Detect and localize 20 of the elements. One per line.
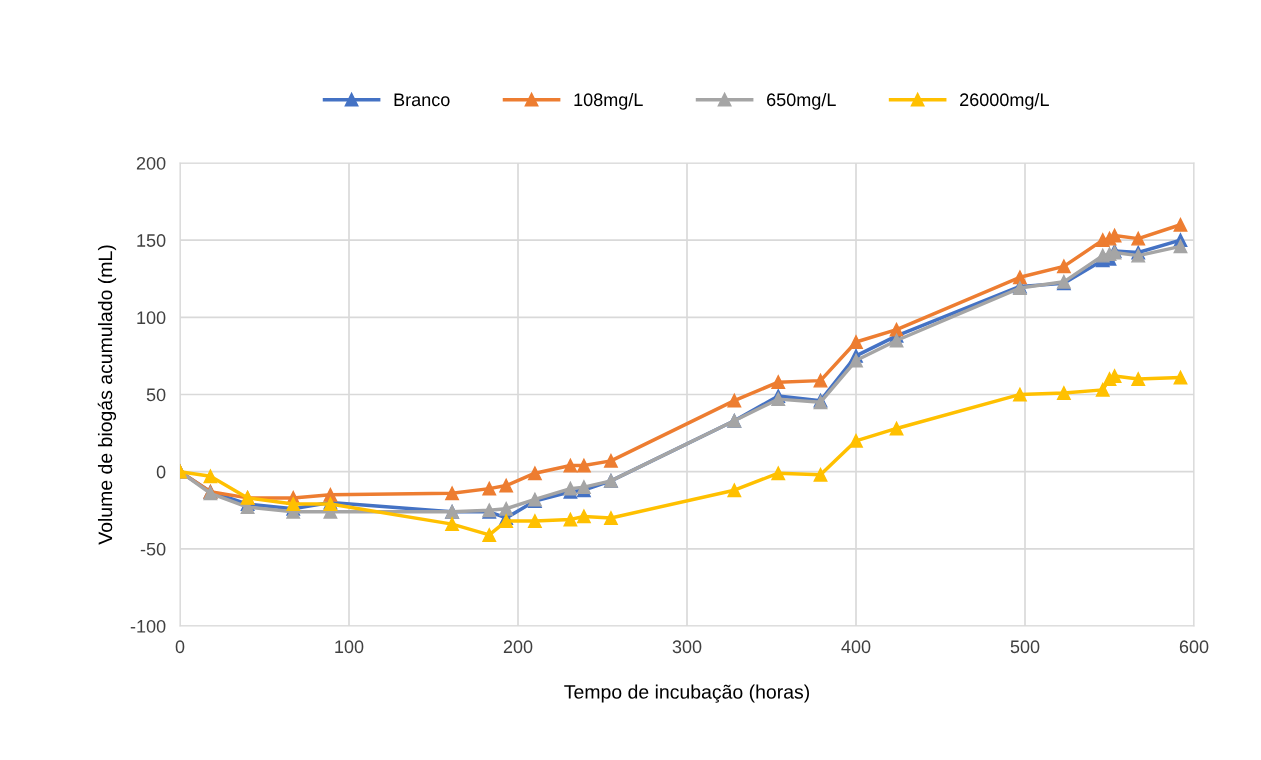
x-tick-label: 300 (672, 640, 702, 654)
legend-label: 26000mg/L (960, 92, 1049, 110)
y-tick-label: -100 (130, 619, 166, 633)
x-tick-label: 600 (1179, 640, 1209, 654)
x-tick-label: 500 (1010, 640, 1040, 654)
legend-label: Branco (394, 93, 450, 107)
y-tick-label: 50 (146, 388, 166, 402)
legend-label: 650mg/L (767, 92, 836, 110)
x-tick-label: 100 (335, 640, 364, 654)
x-tick-label: 0 (175, 640, 185, 654)
y-tick-label: -50 (140, 542, 166, 556)
x-tick-label: 200 (503, 640, 533, 654)
x-axis-title: Tempo de incubação (horas) (564, 684, 810, 703)
y-axis-title: Volume de biogás acumulado (mL) (97, 245, 117, 545)
x-tick-label: 400 (841, 640, 871, 654)
y-tick-label: 0 (156, 465, 166, 479)
y-tick-label: 200 (136, 156, 166, 170)
legend-label: 108mg/L (574, 92, 643, 110)
y-tick-label: 100 (137, 311, 166, 325)
y-tick-label: 150 (137, 234, 166, 247)
